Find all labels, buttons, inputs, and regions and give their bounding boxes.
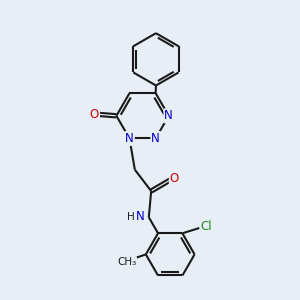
Text: CH₃: CH₃: [117, 257, 136, 267]
Text: O: O: [170, 172, 179, 185]
Text: H: H: [127, 212, 134, 222]
Text: O: O: [90, 108, 99, 121]
Text: N: N: [164, 109, 173, 122]
Text: N: N: [151, 132, 160, 145]
Text: N: N: [125, 132, 134, 145]
Text: Cl: Cl: [200, 220, 212, 233]
Text: N: N: [136, 210, 145, 223]
